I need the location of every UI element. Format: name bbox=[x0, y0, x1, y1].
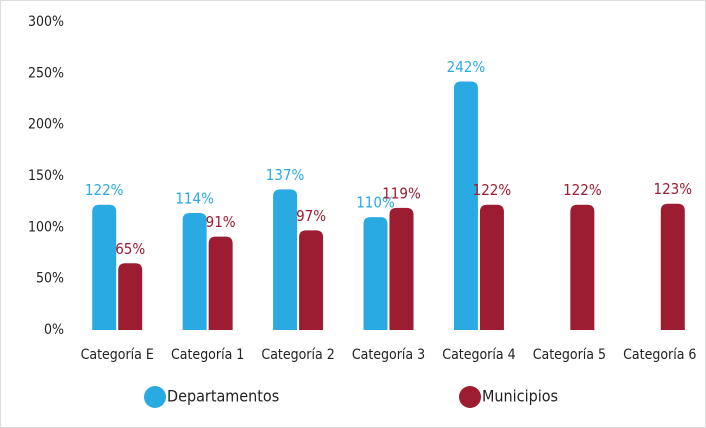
data-label: 123% bbox=[653, 180, 692, 198]
data-label: 91% bbox=[206, 213, 236, 231]
legend-label: Municipios bbox=[482, 387, 558, 406]
bar bbox=[299, 230, 324, 330]
bar bbox=[570, 204, 595, 330]
bar bbox=[389, 207, 414, 330]
bar bbox=[273, 189, 298, 330]
x-tick-label: Categoría 6 bbox=[623, 347, 696, 363]
data-label: 97% bbox=[296, 207, 326, 225]
legend-swatch bbox=[459, 386, 481, 408]
legend-swatch bbox=[144, 386, 166, 408]
data-label: 119% bbox=[382, 184, 421, 202]
x-tick-label: Categoría 1 bbox=[171, 347, 244, 363]
data-label: 122% bbox=[473, 181, 512, 199]
data-label: 65% bbox=[115, 240, 145, 258]
y-tick-label: 50% bbox=[36, 271, 64, 287]
data-label: 114% bbox=[175, 189, 214, 207]
data-label: 122% bbox=[85, 181, 124, 199]
bar bbox=[363, 217, 388, 330]
bar bbox=[479, 204, 504, 330]
bar bbox=[118, 263, 143, 330]
y-tick-label: 200% bbox=[28, 117, 64, 133]
y-tick-label: 0% bbox=[44, 322, 64, 338]
data-label: 122% bbox=[563, 181, 602, 199]
y-tick-label: 150% bbox=[28, 168, 64, 184]
data-label: 242% bbox=[447, 58, 486, 76]
x-tick-label: Categoría 5 bbox=[533, 347, 606, 363]
bar bbox=[92, 204, 117, 330]
y-tick-label: 100% bbox=[28, 219, 64, 235]
bar bbox=[182, 212, 207, 330]
data-label: 137% bbox=[266, 166, 305, 184]
x-tick-label: Categoría 2 bbox=[261, 347, 334, 363]
x-tick-label: Categoría 3 bbox=[352, 347, 425, 363]
x-tick-label: Categoría E bbox=[81, 347, 154, 363]
y-tick-label: 250% bbox=[28, 65, 64, 81]
bar bbox=[208, 236, 233, 330]
bar bbox=[660, 203, 685, 330]
bar bbox=[453, 81, 478, 331]
x-tick-label: Categoría 4 bbox=[442, 347, 515, 363]
legend-label: Departamentos bbox=[167, 387, 279, 406]
data-label: 110% bbox=[356, 194, 395, 212]
y-tick-label: 300% bbox=[28, 14, 64, 30]
